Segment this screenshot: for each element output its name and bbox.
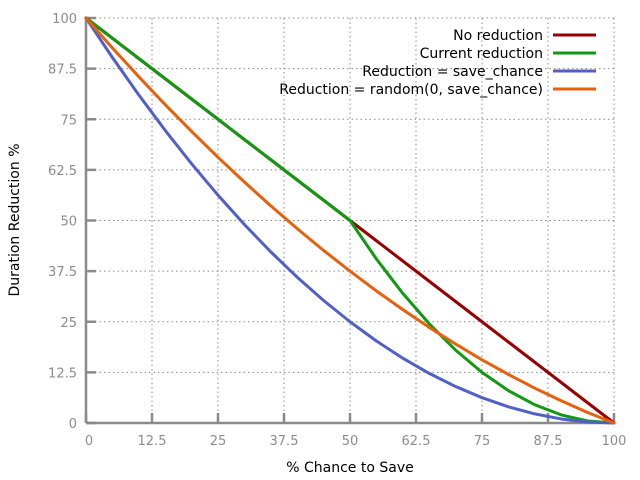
legend-label: Reduction = save_chance: [362, 64, 543, 80]
legend-label: Reduction = random(0, save_chance): [279, 82, 543, 98]
series-line-3: [84, 16, 616, 425]
x-tick-label: 75: [474, 434, 491, 449]
series-lines: [84, 16, 616, 425]
y-tick-label: 37.5: [48, 265, 77, 280]
y-tick-label: 87.5: [48, 63, 77, 78]
y-tick-label: 25: [60, 316, 77, 331]
x-tick-label: 87.5: [534, 434, 563, 449]
legend-item: Current reduction: [420, 46, 596, 62]
grid: [86, 17, 615, 423]
x-tick-label: 100: [602, 434, 627, 449]
y-tick-label: 50: [60, 215, 77, 230]
x-tick-label: 12.5: [138, 434, 167, 449]
y-tick-label: 100: [52, 12, 77, 27]
x-axis-title: % Chance to Save: [286, 460, 413, 476]
y-tick-label: 0: [69, 417, 77, 432]
x-tick-label: 0: [85, 434, 93, 449]
y-tick-label: 12.5: [48, 366, 77, 381]
x-tick-label: 50: [342, 434, 359, 449]
legend-item: Reduction = random(0, save_chance): [279, 82, 596, 98]
y-tick-label: 75: [60, 113, 77, 128]
legend-label: No reduction: [453, 28, 543, 44]
legend-item: No reduction: [453, 28, 596, 44]
legend: No reduction Current reduction Reduction =…: [279, 28, 596, 98]
y-axis-title: Duration Reduction %: [7, 144, 23, 297]
series-line-4: [84, 16, 616, 425]
x-tick-label: 62.5: [402, 434, 431, 449]
series-line-2: [84, 16, 616, 425]
y-tick-label: 62.5: [48, 164, 77, 179]
x-tick-label: 25: [210, 434, 227, 449]
legend-label: Current reduction: [420, 46, 543, 62]
axes: [84, 16, 616, 425]
x-tick-label: 37.5: [270, 434, 299, 449]
legend-item: Reduction = save_chance: [362, 64, 596, 80]
tick-labels: 0 12.5 25 37.5 50 62.5 75 87.5 100 0 12.5 25 37.5 50 6…: [48, 12, 626, 449]
